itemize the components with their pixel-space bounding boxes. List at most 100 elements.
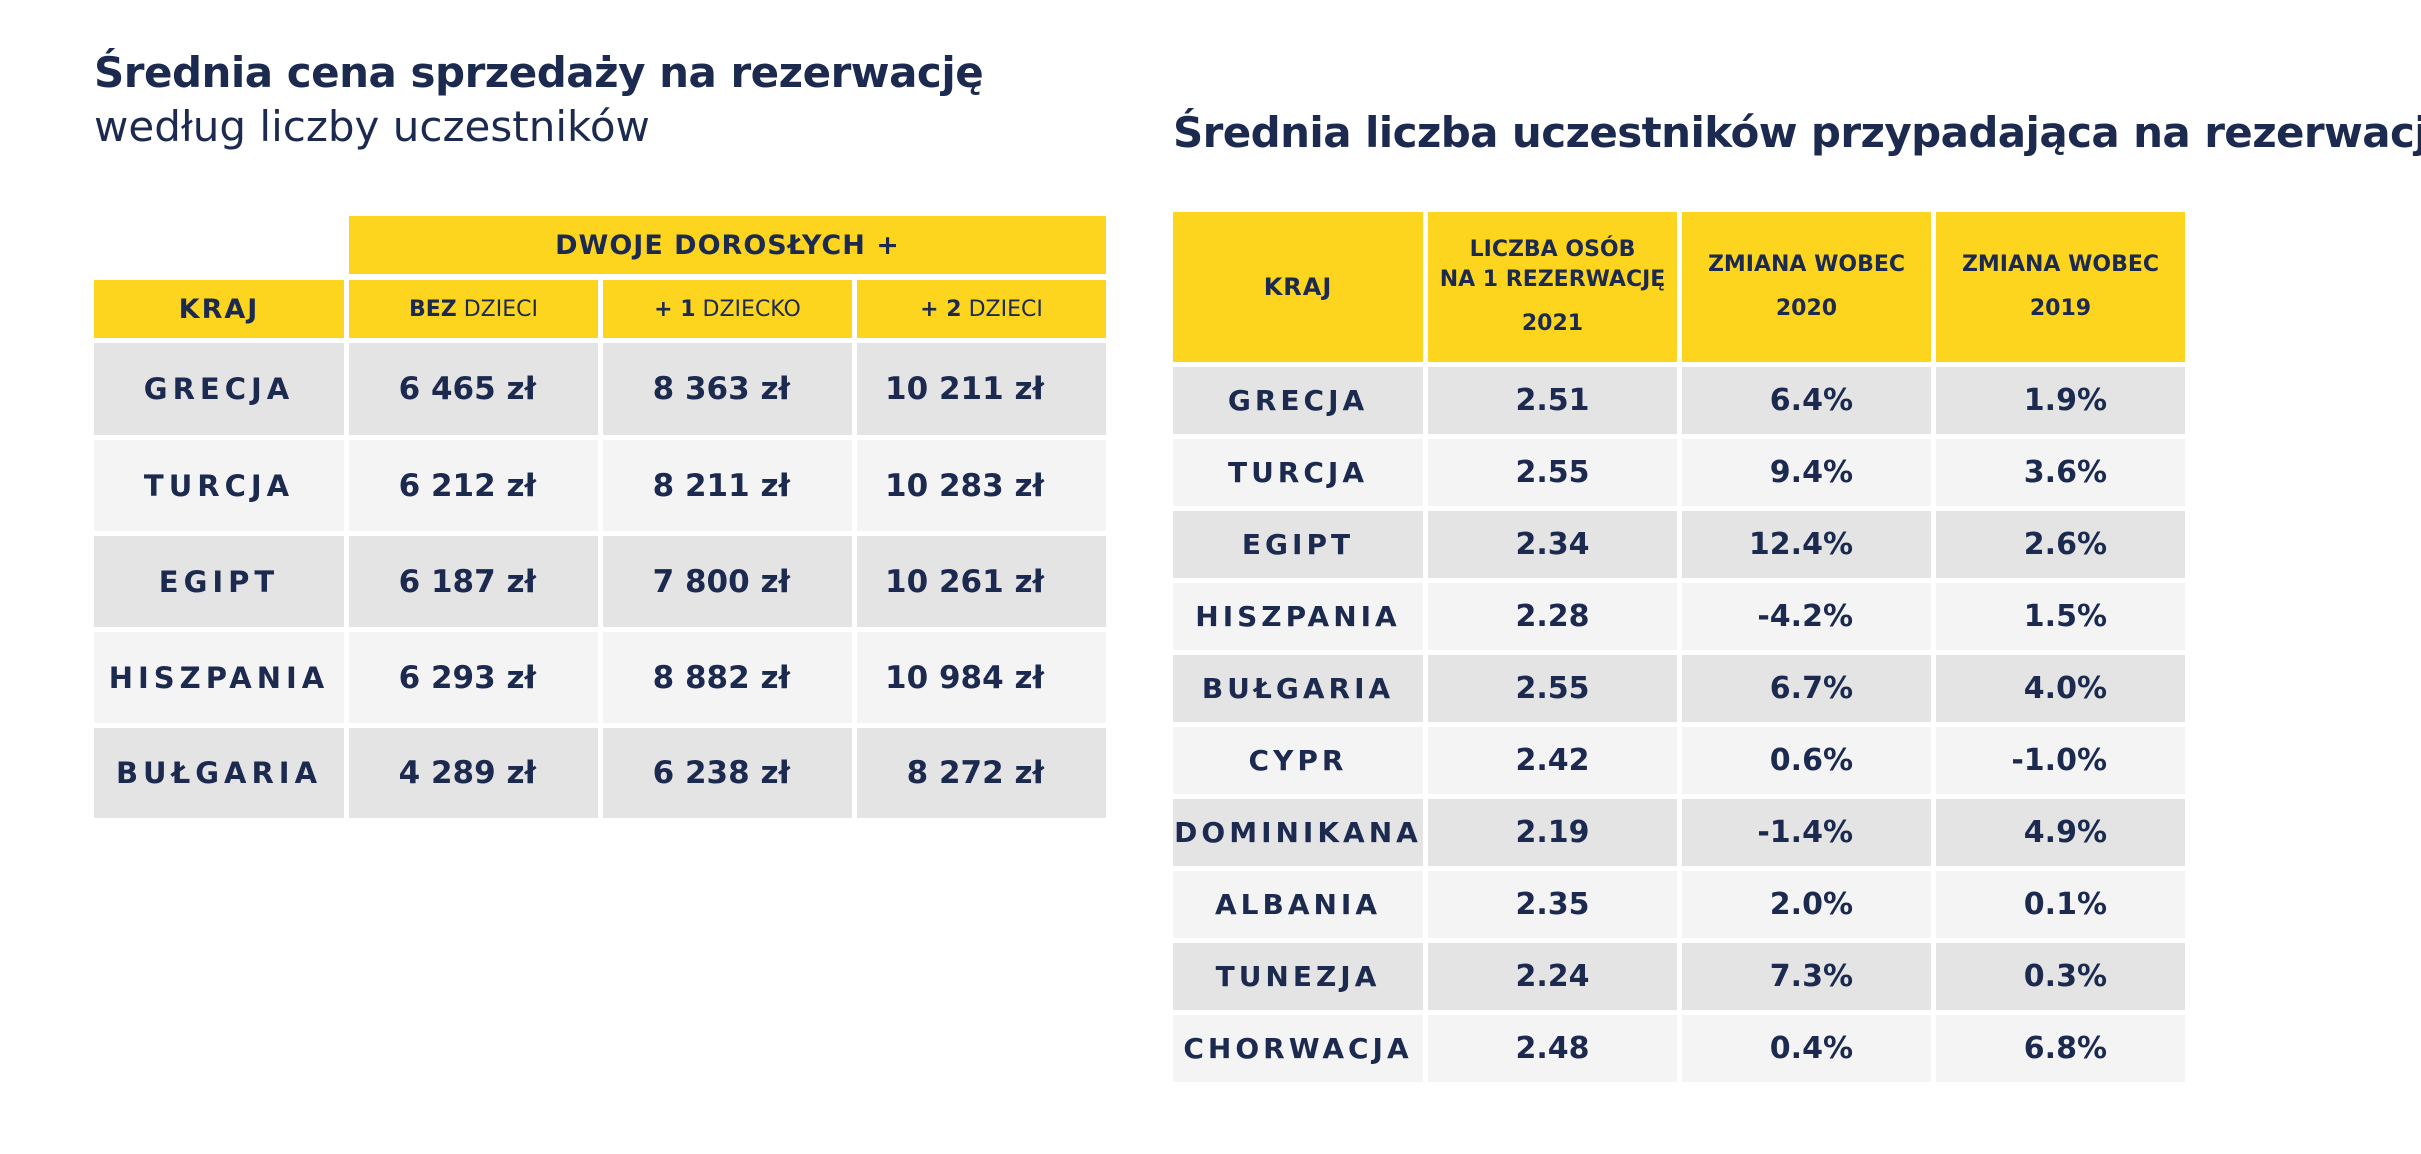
table-cell-change-2020-text: 0.4% [1769,1031,1853,1066]
table-row-country-text: BUŁGARIA [115,756,323,790]
table-cell-price-text: 10 984 zł [885,659,1044,696]
table-row-country: TURCJA [94,440,344,531]
table-cell-change-2019: 1.9% [1936,367,2185,434]
column-header-change-2019-line1: ZMIANA WOBEC [1961,252,2160,277]
table-cell-change-2020-text: 2.0% [1769,887,1853,922]
table-cell-change-2019: 2.6% [1936,511,2185,578]
table-row-country-text: CHORWACJA [1183,1032,1413,1065]
table-cell-price: 6 465 zł [349,343,598,435]
table-cell-change-2019-text: -1.0% [2011,743,2107,778]
table-cell-change-2019-text: 1.5% [2023,599,2107,634]
table-cell-persons-text: 2.28 [1515,599,1590,634]
table-row-country-text: EGIPT [1241,528,1355,561]
table-row-country: TURCJA [1173,439,1423,506]
table-cell-persons-text: 2.19 [1515,815,1590,850]
column-header-change-2019-year: 2019 [2029,296,2092,321]
table-cell-change-2019: 4.0% [1936,655,2185,722]
column-header-change-2019: ZMIANA WOBEC 2019 [1936,212,2185,362]
table-cell-change-2020: 7.3% [1682,943,1931,1010]
table-cell-price: 8 211 zł [603,440,852,531]
table-cell-change-2020-text: 6.7% [1769,671,1853,706]
table-cell-price: 8 272 zł [857,728,1106,818]
column-header-change-2020-year: 2020 [1775,296,1838,321]
table-cell-price: 10 283 zł [857,440,1106,531]
table-row-country-text: TURCJA [143,468,295,503]
table-cell-change-2020: 2.0% [1682,871,1931,938]
column-header-two-children-rest: DZIECI [961,296,1043,322]
table-row-country: EGIPT [1173,511,1423,578]
table-row-country: DOMINIKANA [1173,799,1423,866]
table-cell-price-text: 6 465 zł [398,371,536,407]
table-row-country-text: DOMINIKANA [1174,816,1422,849]
table-row-country-text: BUŁGARIA [1201,672,1395,705]
table-cell-change-2020: 6.7% [1682,655,1931,722]
table-row-country: TUNEZJA [1173,943,1423,1010]
table-cell-change-2019: 0.3% [1936,943,2185,1010]
column-header-persons-year: 2021 [1521,311,1584,336]
column-header-no-children-bold: BEZ [409,296,457,322]
table-cell-change-2019-text: 6.8% [2023,1031,2107,1066]
table-row-country-text: CYPR [1248,744,1348,777]
table-row-country: BUŁGARIA [1173,655,1423,722]
table-cell-change-2019-text: 1.9% [2023,383,2107,418]
table-row-country: CYPR [1173,727,1423,794]
table-cell-change-2020-text: 9.4% [1769,455,1853,490]
table-cell-change-2019-text: 0.3% [2023,959,2107,994]
table-cell-price-text: 8 882 zł [652,659,790,696]
table-cell-price: 10 211 zł [857,343,1106,435]
table-cell-price: 4 289 zł [349,728,598,818]
table-cell-price-text: 6 187 zł [398,563,536,600]
table-cell-change-2020: 6.4% [1682,367,1931,434]
table-cell-price: 6 293 zł [349,632,598,723]
column-header-two-children-bold: + 2 [920,296,962,322]
table-cell-change-2020-text: 6.4% [1769,383,1853,418]
column-header-persons-line2: NA 1 REZERWACJĘ [1439,267,1666,292]
column-header-one-child-rest: DZIECKO [695,296,801,322]
table-cell-change-2019-text: 2.6% [2023,527,2107,562]
table-row-country: GRECJA [94,343,344,435]
table-cell-change-2020: 0.6% [1682,727,1931,794]
table-row-country: ALBANIA [1173,871,1423,938]
table-cell-persons: 2.28 [1428,583,1677,650]
table-cell-persons: 2.51 [1428,367,1677,434]
table-cell-price-text: 7 800 zł [652,563,790,600]
table-row-country: GRECJA [1173,367,1423,434]
table-row-country: EGIPT [94,536,344,627]
table-cell-persons-text: 2.55 [1515,671,1590,706]
table-cell-change-2019-text: 4.0% [2023,671,2107,706]
table-row-country: BUŁGARIA [94,728,344,818]
table-cell-change-2019: -1.0% [1936,727,2185,794]
column-header-country: KRAJ [1173,212,1423,362]
table-cell-price-text: 10 261 zł [885,563,1044,600]
table-cell-price-text: 6 212 zł [398,467,536,504]
table-cell-persons: 2.55 [1428,439,1677,506]
table-cell-price: 8 882 zł [603,632,852,723]
table-cell-change-2020-text: 12.4% [1748,527,1853,562]
column-header-one-child: + 1 DZIECKO [603,280,852,338]
table-cell-persons: 2.48 [1428,1015,1677,1082]
table-cell-change-2019-text: 0.1% [2023,887,2107,922]
table-cell-change-2019: 1.5% [1936,583,2185,650]
table-cell-price-text: 4 289 zł [398,755,536,791]
table-cell-change-2019: 0.1% [1936,871,2185,938]
table-cell-price-text: 8 272 zł [906,755,1044,791]
table-cell-change-2020-text: 0.6% [1769,743,1853,778]
table-cell-persons-text: 2.51 [1515,383,1590,418]
table-cell-change-2020: -1.4% [1682,799,1931,866]
group-header: DWOJE DOROSŁYCH + [349,216,1106,274]
left-table-title: Średnia cena sprzedaży na rezerwację [94,48,984,97]
table-cell-change-2020-text: 7.3% [1769,959,1853,994]
table-cell-price: 6 238 zł [603,728,852,818]
table-cell-change-2020: 12.4% [1682,511,1931,578]
table-cell-persons-text: 2.24 [1515,959,1590,994]
right-table-title: Średnia liczba uczestników przypadająca … [1173,108,2421,157]
column-header-persons-line1: LICZBA OSÓB [1469,237,1636,262]
table-cell-change-2020: -4.2% [1682,583,1931,650]
table-cell-persons: 2.42 [1428,727,1677,794]
column-header-country: KRAJ [94,280,344,338]
table-cell-persons: 2.34 [1428,511,1677,578]
table-row-country: CHORWACJA [1173,1015,1423,1082]
table-cell-persons-text: 2.42 [1515,743,1590,778]
table-cell-persons-text: 2.55 [1515,455,1590,490]
table-cell-price: 6 187 zł [349,536,598,627]
